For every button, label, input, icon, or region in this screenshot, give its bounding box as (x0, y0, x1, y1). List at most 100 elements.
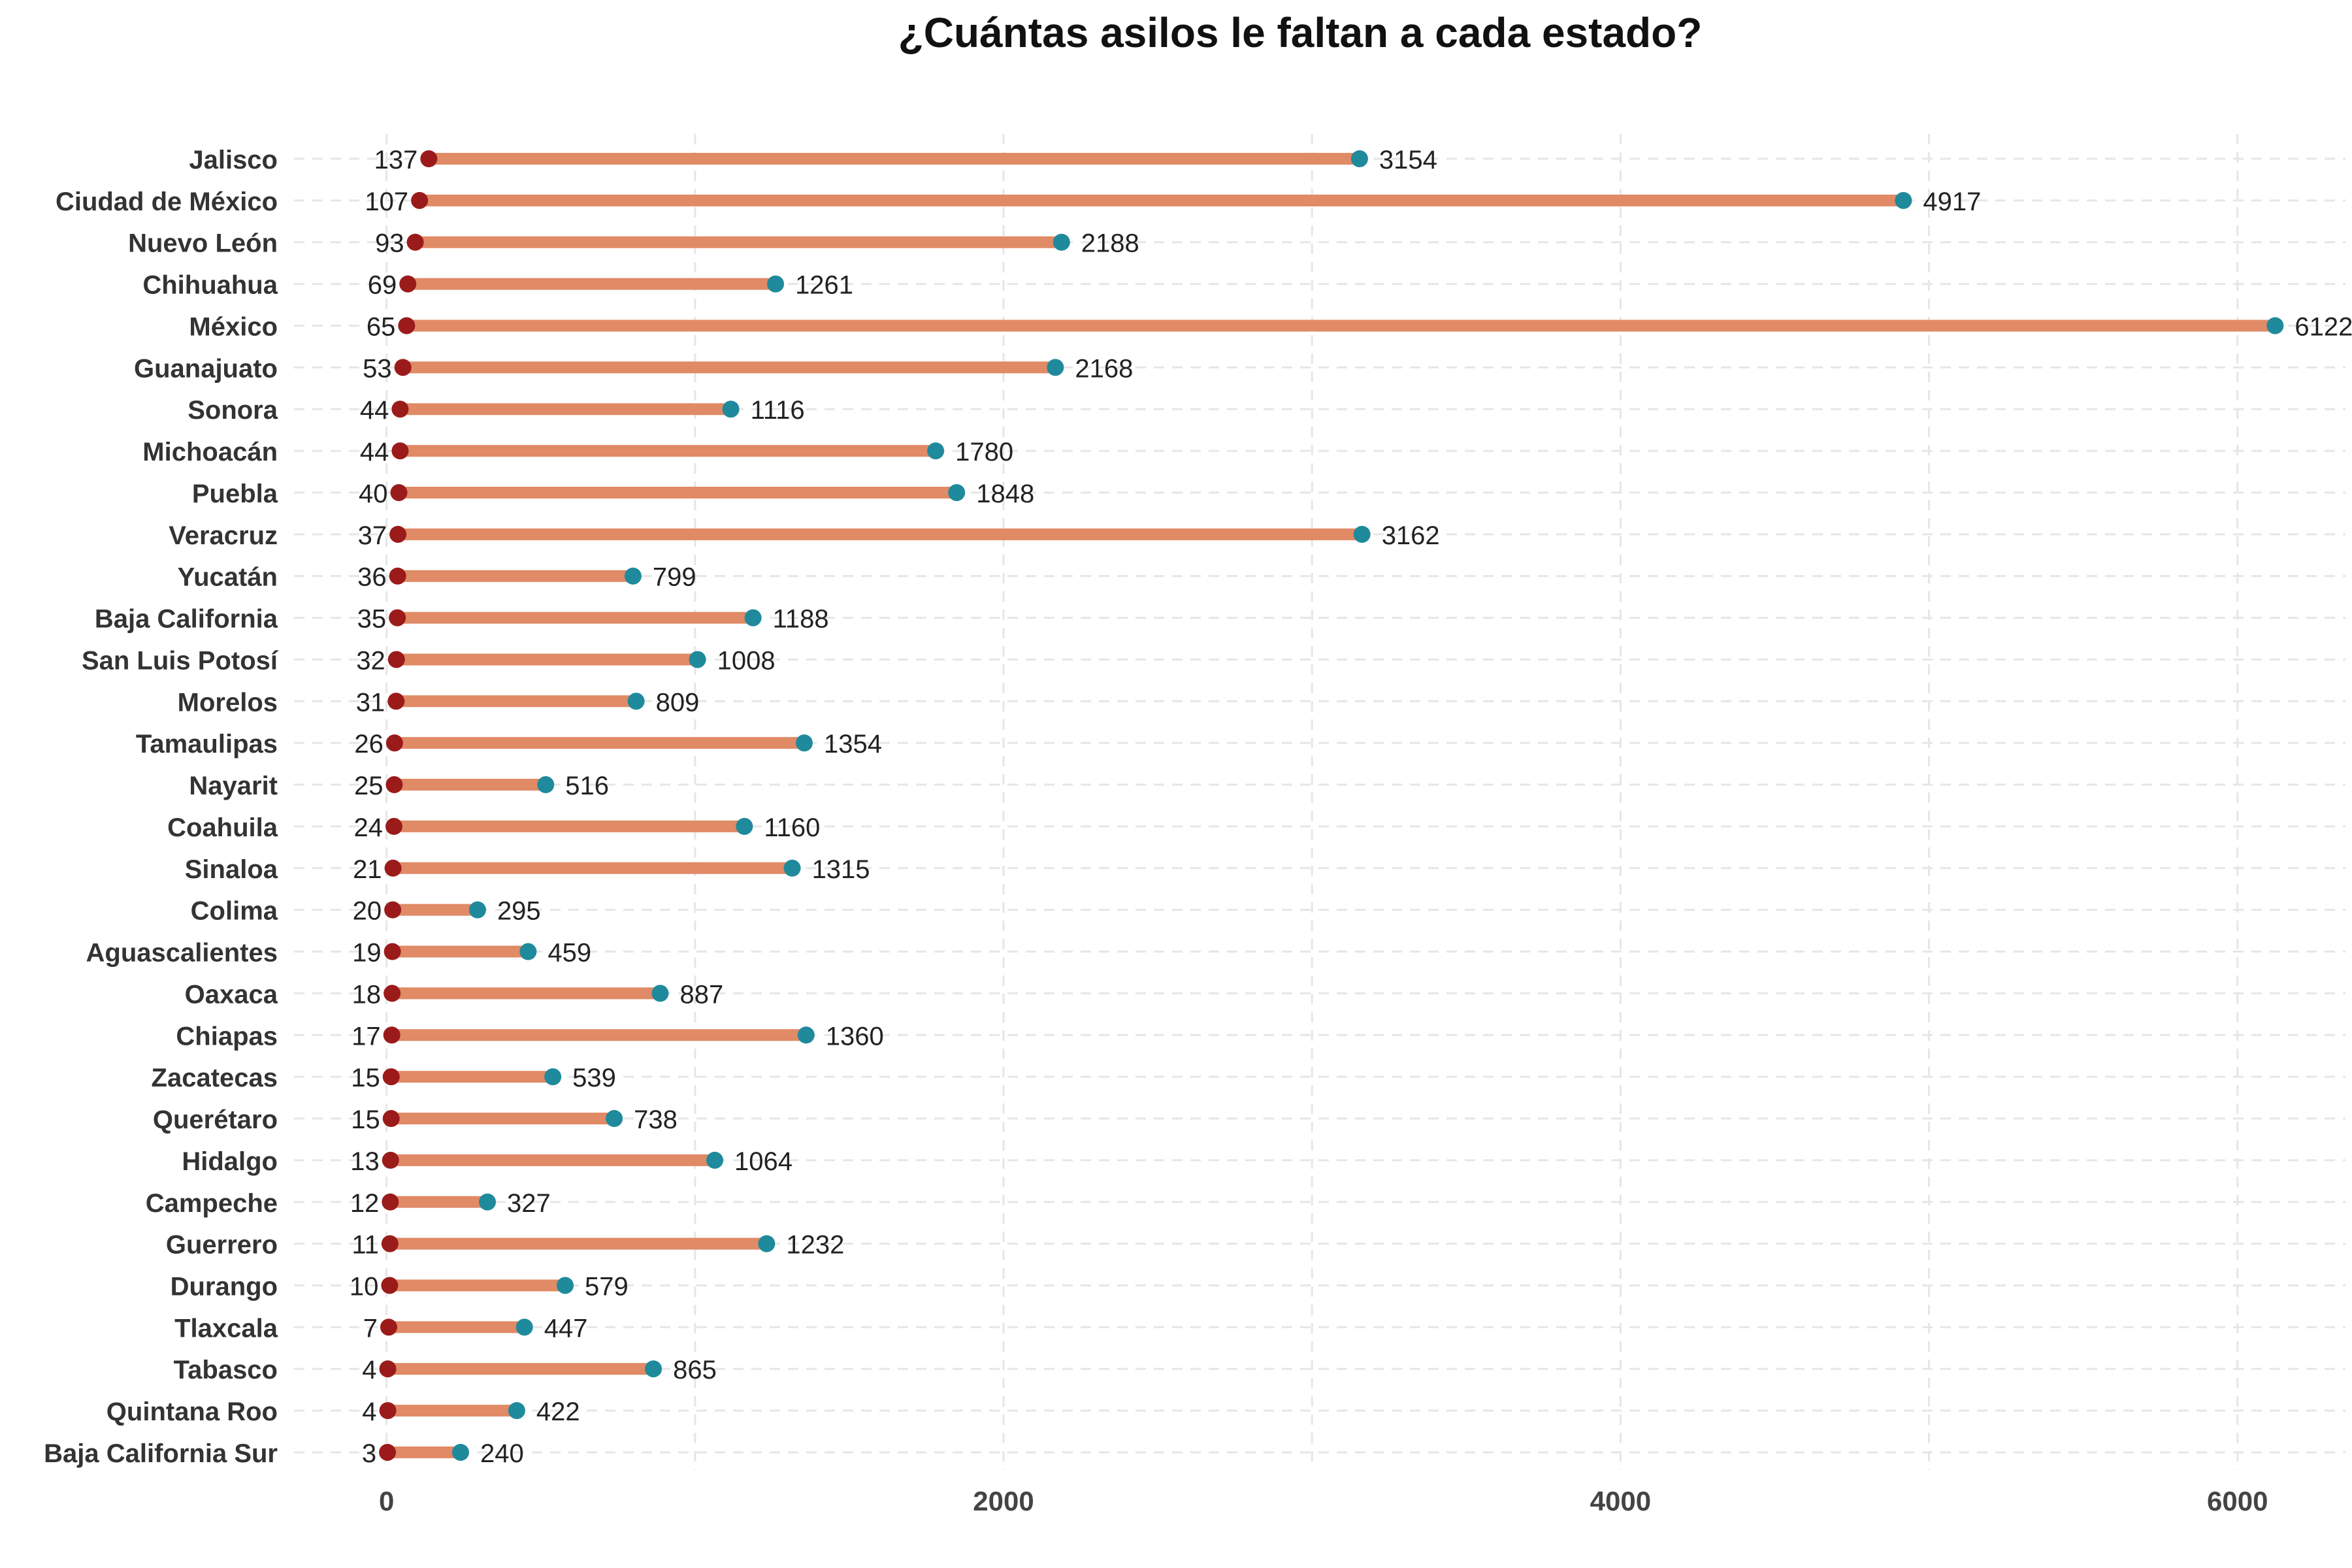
point-low (394, 359, 412, 376)
value-label-low: 15 (351, 1064, 380, 1092)
value-label-low: 21 (353, 855, 382, 884)
point-low (383, 1026, 400, 1044)
point-low (389, 609, 406, 627)
point-high (537, 776, 555, 794)
category-label: Yucatán (178, 563, 278, 592)
point-low (387, 693, 405, 710)
grid-layer (294, 134, 2345, 1470)
value-label-low: 26 (354, 730, 384, 759)
value-label-low: 7 (363, 1314, 378, 1343)
value-label-low: 36 (357, 563, 387, 592)
point-high (1047, 359, 1064, 376)
value-label-high: 295 (497, 897, 541, 926)
point-high (468, 901, 486, 919)
value-label-low: 13 (350, 1147, 380, 1176)
value-label-low: 4 (362, 1356, 376, 1384)
value-label-high: 1188 (773, 605, 829, 634)
value-label-low: 25 (354, 772, 384, 800)
value-label-low: 11 (351, 1231, 379, 1260)
point-low (411, 191, 429, 209)
point-high (519, 943, 537, 960)
value-label-high: 1360 (826, 1022, 884, 1051)
value-label-low: 32 (356, 646, 385, 675)
point-low (379, 1360, 397, 1378)
value-label-low: 37 (358, 521, 387, 550)
point-high (451, 1443, 469, 1461)
value-label-low: 137 (374, 146, 418, 174)
value-label-high: 809 (656, 688, 700, 717)
point-high (1350, 150, 1368, 167)
category-label: Nayarit (189, 772, 278, 800)
x-tick-label: 6000 (2207, 1486, 2268, 1516)
value-label-high: 738 (634, 1105, 678, 1134)
points-layer (379, 150, 2284, 1461)
value-label-low: 107 (365, 188, 408, 216)
value-label-high: 1848 (976, 480, 1034, 508)
point-low (384, 985, 401, 1002)
value-label-low: 24 (353, 813, 383, 842)
segments-layer (387, 153, 2276, 1458)
category-label: Michoacán (142, 438, 278, 466)
value-label-high: 2188 (1081, 229, 1139, 258)
category-label: Campeche (146, 1189, 278, 1218)
category-label: Morelos (178, 688, 278, 717)
value-label-low: 17 (351, 1022, 381, 1051)
value-label-high: 4917 (1923, 188, 1981, 216)
value-label-high: 1232 (786, 1231, 844, 1260)
point-high (1895, 191, 1912, 209)
point-high (557, 1277, 574, 1294)
value-label-low: 35 (357, 605, 387, 634)
point-high (515, 1318, 533, 1336)
category-label: Tlaxcala (174, 1314, 278, 1343)
point-low (384, 901, 402, 919)
value-label-high: 799 (653, 563, 696, 592)
category-label: Baja California (95, 605, 278, 634)
point-low (379, 1402, 397, 1420)
category-label: Hidalgo (182, 1147, 278, 1176)
point-high (479, 1193, 497, 1211)
point-high (758, 1235, 776, 1252)
category-label: Ciudad de México (56, 188, 278, 216)
x-axis: 0 2000 4000 6000 (379, 1486, 2268, 1516)
value-label-low: 3 (362, 1439, 376, 1468)
category-label: San Luis Potosí (82, 646, 279, 675)
value-label-low: 12 (350, 1189, 380, 1218)
point-high (927, 442, 945, 460)
category-label: Puebla (192, 480, 278, 508)
x-tick-label: 4000 (1590, 1486, 1651, 1516)
point-low (382, 1193, 399, 1211)
value-label-high: 422 (536, 1397, 580, 1426)
value-label-low: 65 (367, 312, 396, 341)
point-low (391, 442, 409, 460)
point-low (406, 233, 424, 251)
value-label-low: 44 (360, 438, 389, 466)
value-label-high: 6122 (2295, 312, 2352, 341)
point-high (722, 400, 740, 418)
point-low (390, 483, 408, 501)
value-label-low: 4 (362, 1397, 376, 1426)
point-low (387, 651, 405, 668)
point-low (385, 734, 403, 752)
point-low (389, 525, 407, 543)
value-label-low: 53 (363, 354, 392, 383)
category-label: Zacatecas (152, 1064, 278, 1092)
point-low (381, 1235, 399, 1252)
value-label-low: 20 (353, 897, 382, 926)
point-high (736, 817, 753, 835)
point-high (508, 1402, 525, 1420)
category-label: Sinaloa (185, 855, 278, 884)
value-label-high: 1315 (812, 855, 870, 884)
point-high (744, 609, 762, 627)
value-label-low: 15 (351, 1105, 380, 1134)
value-label-low: 93 (375, 229, 404, 258)
point-high (606, 1110, 623, 1128)
value-label-high: 1116 (751, 396, 805, 425)
point-low (385, 817, 402, 835)
point-high (2266, 317, 2284, 335)
value-label-high: 579 (585, 1272, 629, 1301)
point-low (382, 1110, 400, 1128)
category-label: Jalisco (189, 146, 278, 174)
value-label-high: 1354 (824, 730, 882, 759)
